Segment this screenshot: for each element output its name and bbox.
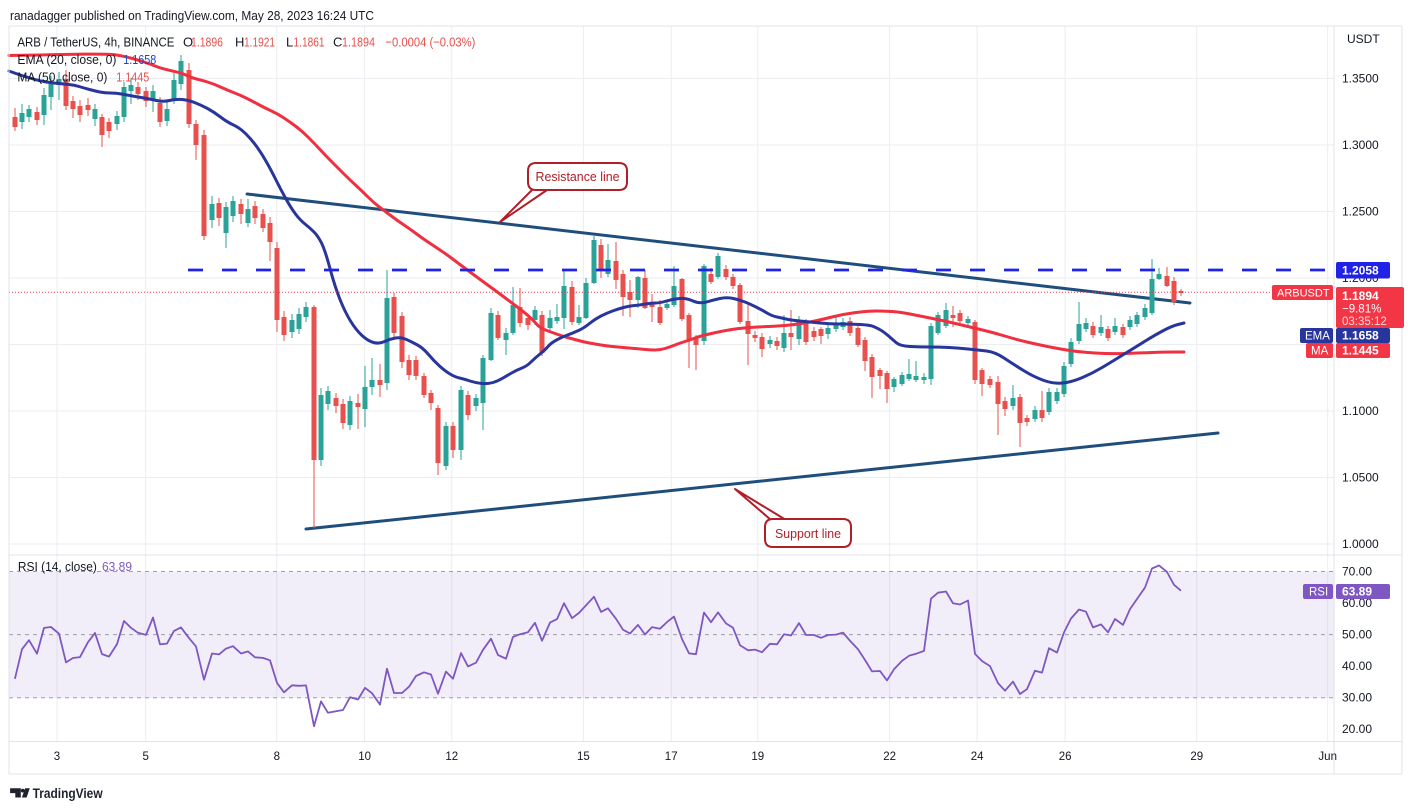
svg-text:15: 15 <box>577 751 590 763</box>
svg-text:ARBUSDT: ARBUSDT <box>1277 288 1330 300</box>
svg-text:MA (50, close, 0): MA (50, close, 0) <box>17 70 107 85</box>
svg-text:1.2500: 1.2500 <box>1342 205 1379 219</box>
svg-text:Jun: Jun <box>1318 751 1337 763</box>
svg-text:1.3500: 1.3500 <box>1342 72 1379 86</box>
svg-text:L: L <box>286 35 293 50</box>
svg-text:1.1000: 1.1000 <box>1342 404 1379 418</box>
svg-text:1.3000: 1.3000 <box>1342 138 1379 152</box>
svg-text:ARB / TetherUS, 4h, BINANCE: ARB / TetherUS, 4h, BINANCE <box>17 35 174 50</box>
svg-text:63.89: 63.89 <box>102 559 132 574</box>
svg-text:60.00: 60.00 <box>1342 596 1372 610</box>
svg-text:RSI: RSI <box>1309 587 1328 599</box>
svg-text:TradingView: TradingView <box>33 785 103 801</box>
svg-text:29: 29 <box>1190 751 1203 763</box>
svg-text:H: H <box>235 35 244 50</box>
svg-text:70.00: 70.00 <box>1342 565 1372 579</box>
svg-text:1.0000: 1.0000 <box>1342 537 1379 551</box>
svg-text:EMA: EMA <box>1305 331 1330 343</box>
svg-text:1.1894: 1.1894 <box>1342 289 1379 303</box>
svg-text:19: 19 <box>751 751 764 763</box>
svg-text:17: 17 <box>665 751 678 763</box>
svg-text:−0.0004 (−0.03%): −0.0004 (−0.03%) <box>385 35 475 50</box>
svg-text:22: 22 <box>883 751 896 763</box>
svg-text:1.1894: 1.1894 <box>342 35 375 50</box>
svg-text:40.00: 40.00 <box>1342 659 1372 673</box>
svg-text:8: 8 <box>274 751 280 763</box>
svg-text:1.0500: 1.0500 <box>1342 471 1379 485</box>
svg-text:ranadagger published on Tradin: ranadagger published on TradingView.com,… <box>10 8 374 23</box>
svg-text:Resistance line: Resistance line <box>536 169 620 184</box>
svg-text:1.1921: 1.1921 <box>244 35 275 50</box>
svg-text:24: 24 <box>971 751 984 763</box>
svg-text:26: 26 <box>1059 751 1072 763</box>
svg-text:1.1896: 1.1896 <box>191 35 223 50</box>
svg-text:1.1658: 1.1658 <box>1342 329 1379 343</box>
svg-text:O: O <box>183 35 193 50</box>
svg-text:1.2058: 1.2058 <box>1342 264 1379 278</box>
svg-text:RSI (14, close): RSI (14, close) <box>18 559 97 574</box>
svg-text:C: C <box>333 35 342 50</box>
svg-text:30.00: 30.00 <box>1342 691 1372 705</box>
svg-text:1.1658: 1.1658 <box>123 52 156 67</box>
svg-text:−9.81%: −9.81% <box>1342 304 1381 316</box>
svg-text:10: 10 <box>358 751 371 763</box>
svg-text:5: 5 <box>142 751 148 763</box>
svg-text:Support line: Support line <box>775 526 841 541</box>
svg-text:3: 3 <box>54 751 60 763</box>
svg-text:MA: MA <box>1311 346 1329 358</box>
svg-text:03:35:12: 03:35:12 <box>1342 316 1387 328</box>
svg-text:1.1445: 1.1445 <box>116 70 149 85</box>
svg-text:63.89: 63.89 <box>1342 585 1372 599</box>
svg-text:12: 12 <box>445 751 458 763</box>
svg-text:20.00: 20.00 <box>1342 722 1372 736</box>
svg-text:1.1445: 1.1445 <box>1342 344 1379 358</box>
svg-text:EMA (20, close, 0): EMA (20, close, 0) <box>17 52 116 67</box>
svg-text:USDT: USDT <box>1347 32 1380 46</box>
svg-text:1.1861: 1.1861 <box>294 35 325 50</box>
svg-text:50.00: 50.00 <box>1342 628 1372 642</box>
